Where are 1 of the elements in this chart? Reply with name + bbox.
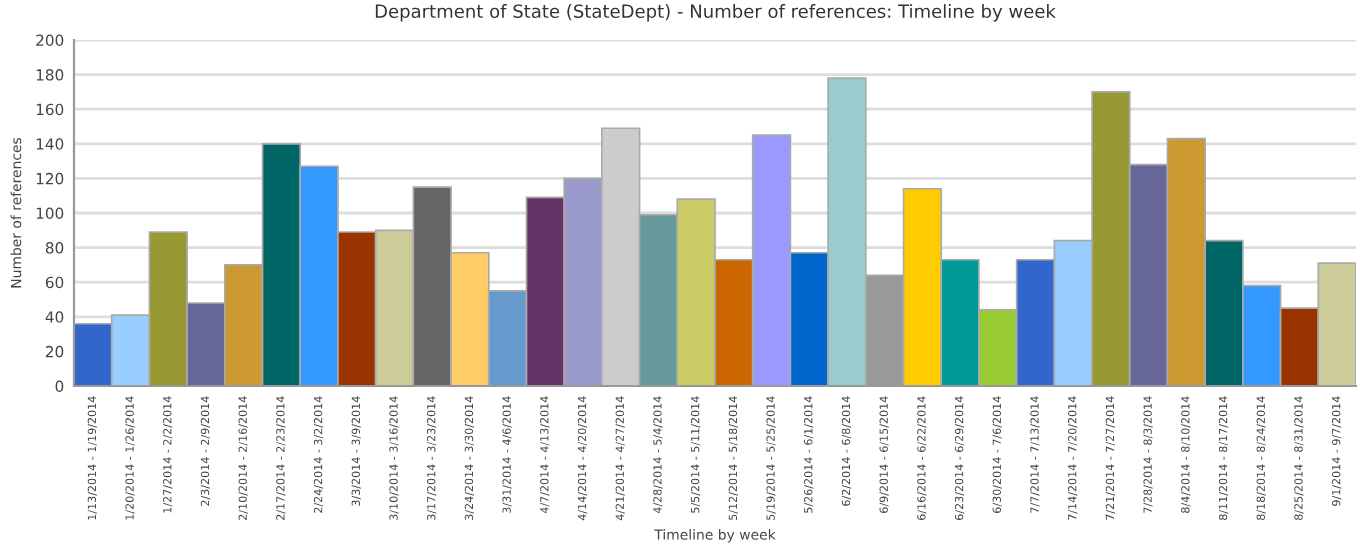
chart-title: Department of State (StateDept) - Number of references: Timeline by week bbox=[375, 4, 1056, 22]
